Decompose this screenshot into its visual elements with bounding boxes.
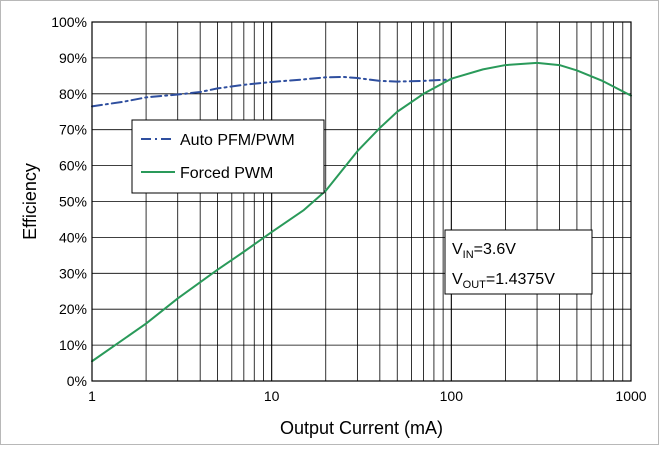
y-tick-label: 20% <box>59 301 87 317</box>
y-tick-label: 70% <box>59 122 87 138</box>
x-tick-label: 1000 <box>615 388 646 404</box>
y-tick-label: 50% <box>59 194 87 210</box>
plot-border <box>91 21 632 382</box>
y-tick-label: 80% <box>59 86 87 102</box>
tick-labels: 0% 10% 20% 30% 40% 50% 60% 70% 80% 90% 100% 1 10 100 1… <box>51 14 647 404</box>
y-tick-label: 30% <box>59 265 87 281</box>
annotation-box <box>444 229 593 295</box>
x-axis-title: Output Current (mA) <box>280 418 443 438</box>
y-axis-title: Efficiency <box>20 163 40 240</box>
y-tick-label: 10% <box>59 337 87 353</box>
legend: Auto PFM/PWM Forced PWM <box>131 119 325 194</box>
y-tick-label: 100% <box>51 14 87 30</box>
legend-label-forced-pwm: Forced PWM <box>180 165 273 182</box>
series-line-forced-pwm <box>91 61 632 363</box>
conditions-annotation: VIN=3.6V VOUT=1.4375V <box>444 229 593 295</box>
annotation-vin: VIN=3.6V <box>452 241 516 261</box>
legend-label-auto-pfm-pwm: Auto PFM/PWM <box>180 132 295 149</box>
y-tick-label: 40% <box>59 229 87 245</box>
x-tick-label: 100 <box>440 388 464 404</box>
x-tick-label: 1 <box>88 388 96 404</box>
x-tick-label: 10 <box>264 388 280 404</box>
annotation-vout: VOUT=1.4375V <box>452 271 555 291</box>
legend-box <box>131 119 325 194</box>
y-tick-label: 60% <box>59 158 87 174</box>
series-line-auto-pfm-pwm <box>91 75 453 108</box>
y-tick-label: 90% <box>59 50 87 66</box>
y-tick-label: 0% <box>67 373 87 389</box>
series-layer <box>91 61 632 363</box>
